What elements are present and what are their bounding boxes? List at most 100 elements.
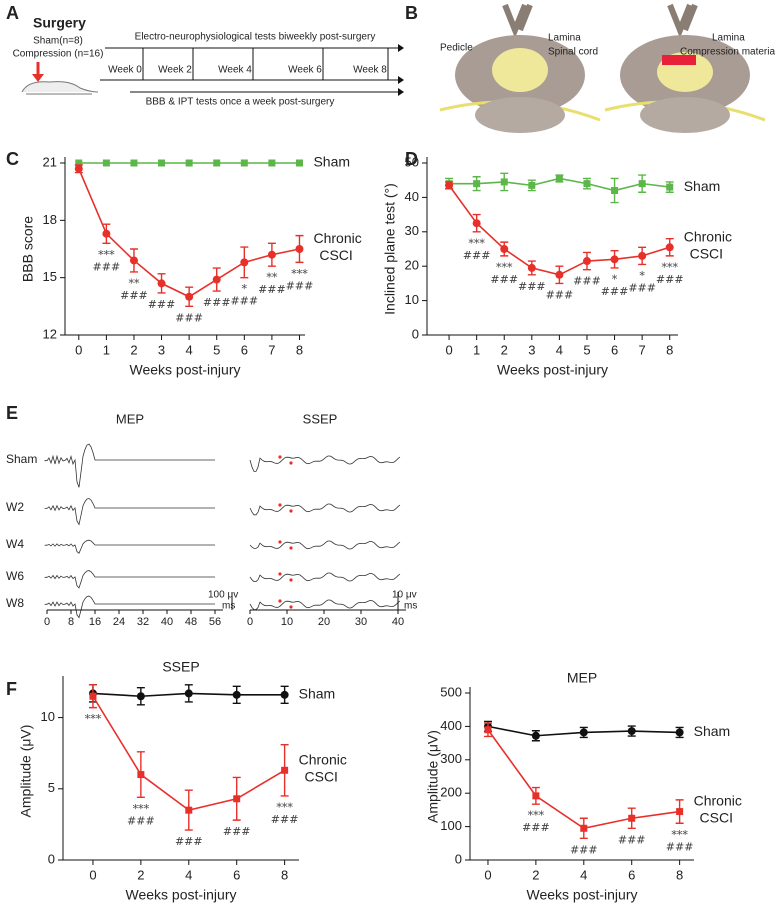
mep-trace bbox=[44, 595, 215, 619]
mep-trace bbox=[44, 539, 215, 554]
ssep-trace bbox=[249, 540, 401, 550]
b-label: Spinal cord bbox=[548, 47, 598, 58]
marker bbox=[75, 159, 83, 167]
scale-bar bbox=[231, 592, 399, 610]
y-tick-label: 10 bbox=[41, 709, 55, 724]
marker bbox=[638, 180, 646, 188]
surgery-label: Surgery bbox=[33, 15, 86, 31]
marker bbox=[675, 728, 684, 737]
electro-label: Electro-neurophysiological tests biweekl… bbox=[135, 32, 376, 43]
marker bbox=[610, 255, 619, 264]
y-tick-label: 40 bbox=[405, 189, 419, 204]
panel-letter: B bbox=[405, 3, 418, 23]
marker bbox=[295, 245, 304, 253]
significance: *** bbox=[496, 261, 513, 274]
marker bbox=[627, 727, 636, 736]
marker bbox=[137, 771, 145, 779]
x-tick-label: 2 bbox=[532, 867, 539, 882]
e-tick-label: 48 bbox=[185, 616, 197, 628]
marker bbox=[102, 159, 110, 167]
y-tick-label: 0 bbox=[412, 326, 419, 341]
significance: ** bbox=[266, 271, 278, 284]
panel-letter: F bbox=[6, 679, 17, 699]
marker bbox=[232, 690, 241, 699]
peak-marker bbox=[289, 546, 293, 550]
e-tick-label: 30 bbox=[355, 616, 367, 628]
arrow-head bbox=[398, 44, 404, 52]
peak-marker bbox=[278, 599, 282, 603]
ssep-trace bbox=[249, 572, 401, 582]
marker bbox=[531, 731, 540, 740]
marker bbox=[233, 795, 241, 803]
marker bbox=[472, 219, 481, 228]
x-axis-label: Weeks post-injury bbox=[125, 887, 236, 903]
series-label: Sham bbox=[684, 178, 721, 194]
significance: *** bbox=[276, 801, 293, 814]
series-label: Chronic CSCI bbox=[694, 792, 742, 825]
week-label: Week 8 bbox=[353, 65, 387, 76]
peak-marker bbox=[278, 572, 282, 576]
significance: ### bbox=[223, 825, 251, 838]
x-tick-label: 6 bbox=[628, 867, 635, 882]
significance: ### bbox=[618, 833, 646, 846]
y-tick-label: 10 bbox=[405, 292, 419, 307]
e-tick-label: 8 bbox=[68, 616, 74, 628]
marker bbox=[611, 187, 619, 195]
b-label: Lamina bbox=[712, 33, 745, 44]
x-tick-label: 0 bbox=[445, 342, 452, 357]
significance: ### bbox=[175, 311, 203, 324]
x-tick-label: 4 bbox=[185, 867, 192, 882]
marker bbox=[473, 180, 481, 188]
marker bbox=[500, 245, 509, 253]
significance: ### bbox=[286, 279, 314, 292]
y-tick-label: 18 bbox=[43, 212, 57, 227]
arrow-head bbox=[398, 88, 404, 96]
e-tick-label: 40 bbox=[161, 616, 173, 628]
series-line bbox=[487, 729, 680, 830]
e-tick-label: 10 bbox=[281, 616, 293, 628]
y-tick-label: 5 bbox=[48, 780, 55, 795]
peak-marker bbox=[278, 540, 282, 544]
marker bbox=[268, 159, 276, 167]
series-label: Sham bbox=[694, 723, 731, 739]
x-tick-label: 2 bbox=[137, 867, 144, 882]
significance: ### bbox=[656, 273, 684, 286]
significance: *** bbox=[85, 713, 102, 726]
e-tick-label: 56 bbox=[209, 616, 221, 628]
sham-label: Sham(n=8) bbox=[33, 36, 83, 47]
row-label: Sham bbox=[6, 452, 37, 466]
marker bbox=[582, 257, 591, 266]
marker bbox=[583, 180, 591, 188]
marker bbox=[281, 766, 289, 774]
significance: *** bbox=[661, 261, 678, 274]
significance: ### bbox=[120, 289, 148, 302]
e-tick-label: 24 bbox=[113, 616, 125, 628]
significance: * bbox=[639, 269, 645, 282]
row-label: W6 bbox=[6, 569, 24, 583]
significance: ### bbox=[666, 840, 694, 853]
week-label: Week 0 bbox=[108, 65, 142, 76]
x-tick-label: 5 bbox=[583, 342, 590, 357]
significance: ### bbox=[148, 298, 176, 311]
marker bbox=[628, 814, 636, 822]
peak-marker bbox=[278, 503, 282, 507]
x-tick-label: 1 bbox=[103, 342, 110, 357]
week-label: Week 4 bbox=[218, 65, 252, 76]
y-axis-label: Inclined plane test (°) bbox=[382, 183, 398, 315]
x-tick-label: 5 bbox=[213, 342, 220, 357]
panel-letter: C bbox=[6, 149, 19, 169]
marker bbox=[500, 178, 508, 186]
scale-label: ms bbox=[222, 601, 235, 612]
marker bbox=[665, 243, 674, 252]
x-tick-label: 4 bbox=[186, 342, 193, 357]
y-axis-label: Amplitude (μV) bbox=[425, 730, 441, 823]
marker bbox=[528, 181, 536, 189]
marker bbox=[555, 270, 564, 279]
significance: ### bbox=[522, 821, 550, 834]
marker bbox=[184, 689, 193, 698]
marker bbox=[136, 692, 145, 701]
significance: ### bbox=[271, 813, 299, 826]
significance: *** bbox=[468, 237, 485, 250]
significance: *** bbox=[671, 828, 688, 841]
panel-letter: D bbox=[405, 149, 418, 169]
